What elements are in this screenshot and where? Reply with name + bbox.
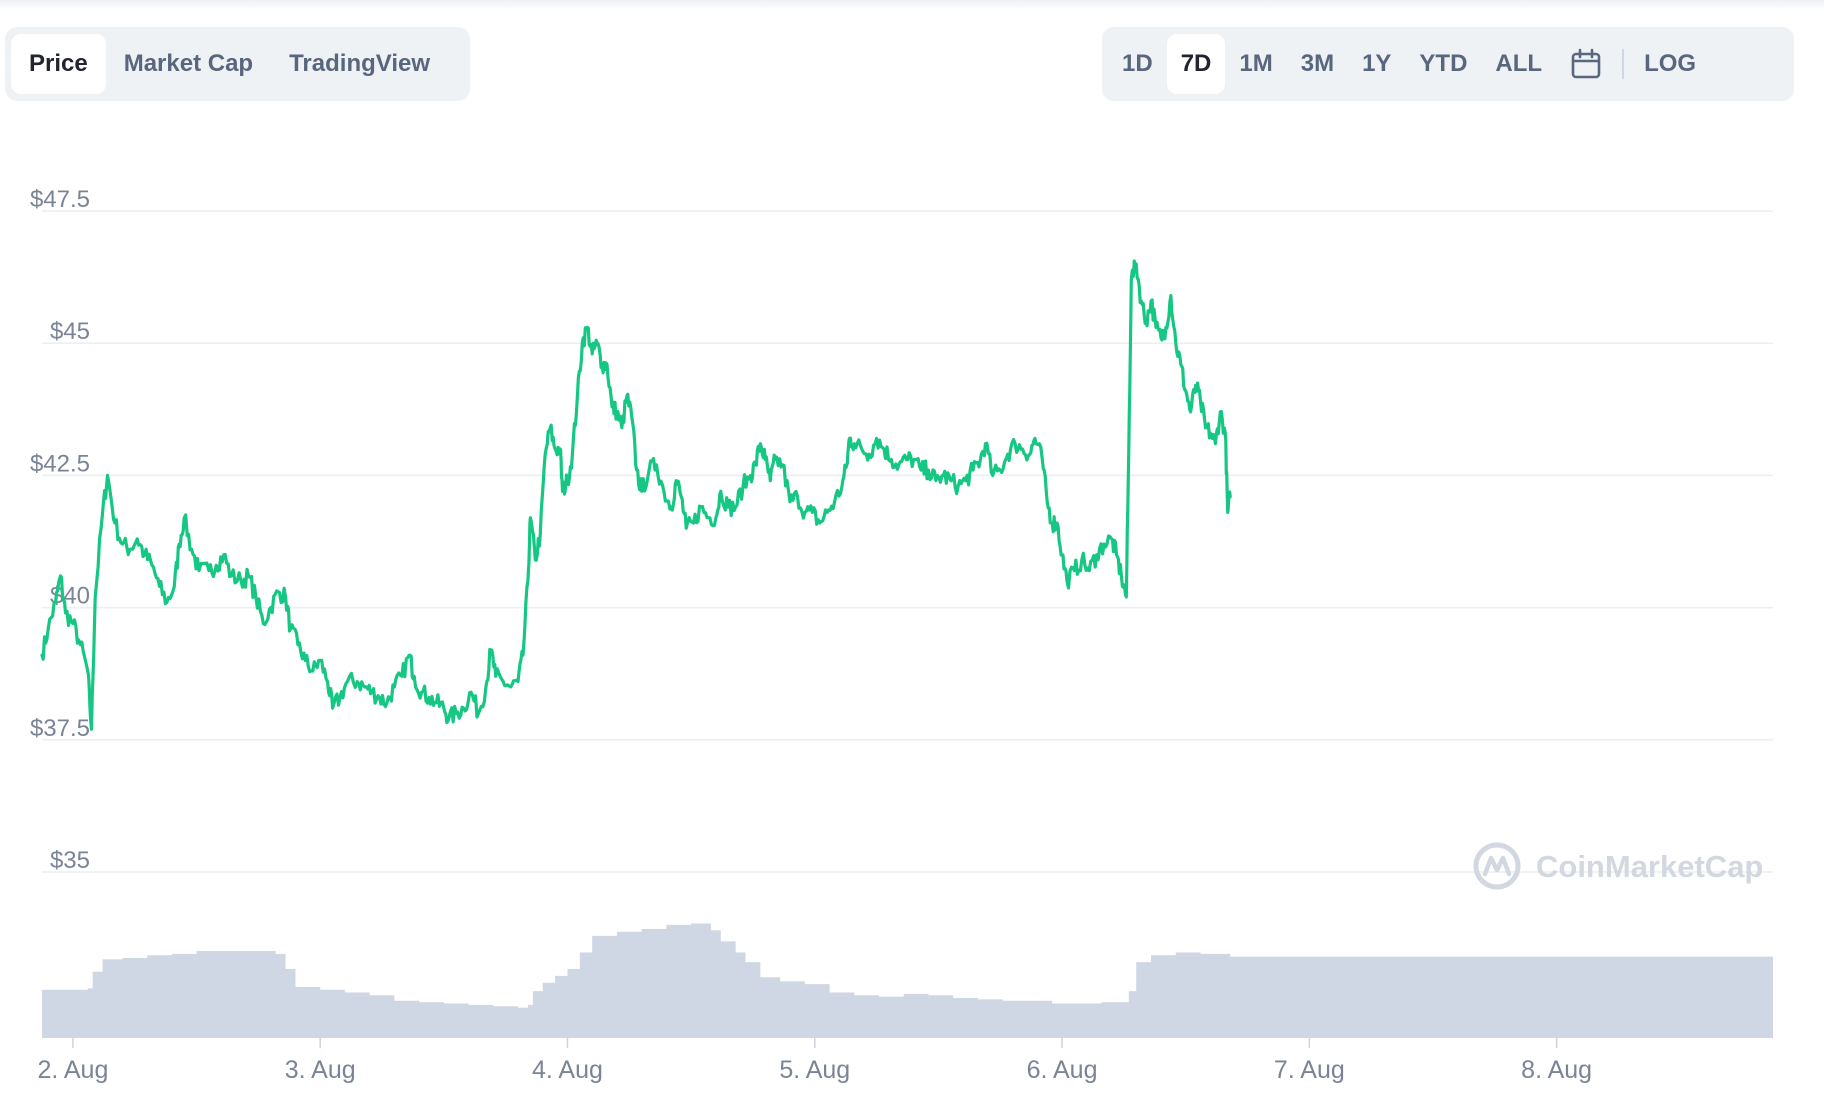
x-tick-label: 8. Aug [1521,1056,1592,1084]
view-tab-group: Price Market Cap TradingView [5,27,470,101]
x-tick-label: 5. Aug [779,1056,850,1084]
x-tick-label: 6. Aug [1027,1056,1098,1084]
volume-area [42,923,1773,1038]
price-line [40,259,1232,731]
range-separator [1622,49,1625,79]
range-1m[interactable]: 1M [1239,50,1273,77]
x-tick-label: 2. Aug [37,1056,108,1084]
range-3m[interactable]: 3M [1300,50,1335,77]
x-tick-label: 3. Aug [285,1056,356,1084]
coinmarketcap-logo-icon [1473,842,1521,890]
price-series [40,259,1232,731]
tab-tradingview[interactable]: TradingView [289,50,431,77]
chart-grid [42,210,1773,873]
range-1d[interactable]: 1D [1122,50,1153,77]
x-axis: 2. Aug 3. Aug 4. Aug 5. Aug 6. Aug 7. Aug 8. A… [37,1038,1592,1084]
range-ytd[interactable]: YTD [1419,50,1468,77]
range-1y[interactable]: 1Y [1362,50,1392,77]
log-scale-toggle[interactable]: LOG [1644,50,1697,77]
calendar-icon [1571,48,1601,79]
range-all[interactable]: ALL [1495,50,1543,77]
watermark: CoinMarketCap [1473,842,1763,890]
y-tick-label: $42.5 [30,450,90,477]
y-tick-label: $37.5 [30,715,90,742]
tab-price[interactable]: Price [11,34,106,94]
x-tick-label: 4. Aug [532,1056,603,1084]
range-selector: 1D 7D 1M 3M 1Y YTD ALL LOG [1102,27,1794,101]
y-tick-label: $45 [50,318,90,345]
y-tick-label: $35 [50,847,90,874]
calendar-button[interactable] [1556,34,1616,94]
x-tick-label: 7. Aug [1274,1056,1345,1084]
y-axis: $47.5$45$42.5$40$37.5$35 [30,186,90,874]
watermark-text: CoinMarketCap [1536,849,1763,884]
range-7d[interactable]: 7D [1166,34,1226,94]
top-divider [0,0,1824,10]
tab-market-cap[interactable]: Market Cap [123,50,254,77]
y-tick-label: $47.5 [30,186,90,213]
volume-series [42,923,1773,1038]
